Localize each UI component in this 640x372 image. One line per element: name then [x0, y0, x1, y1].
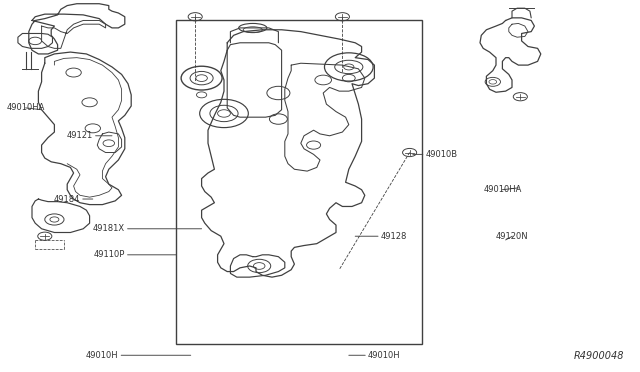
Text: 49121: 49121 [67, 131, 112, 140]
Text: 49010H: 49010H [349, 351, 401, 360]
Text: 49110P: 49110P [93, 250, 176, 259]
Text: 49120N: 49120N [496, 232, 529, 241]
Bar [176, 20, 422, 344]
Text: 49010HA: 49010HA [483, 185, 522, 194]
Text: 49181X: 49181X [93, 224, 202, 233]
Text: 49128: 49128 [355, 232, 407, 241]
Text: 49010H: 49010H [86, 351, 191, 360]
Text: 49010HA: 49010HA [6, 103, 45, 112]
Text: R4900048: R4900048 [573, 351, 624, 361]
Text: 49010B: 49010B [413, 150, 458, 159]
Text: 49184: 49184 [54, 195, 93, 203]
